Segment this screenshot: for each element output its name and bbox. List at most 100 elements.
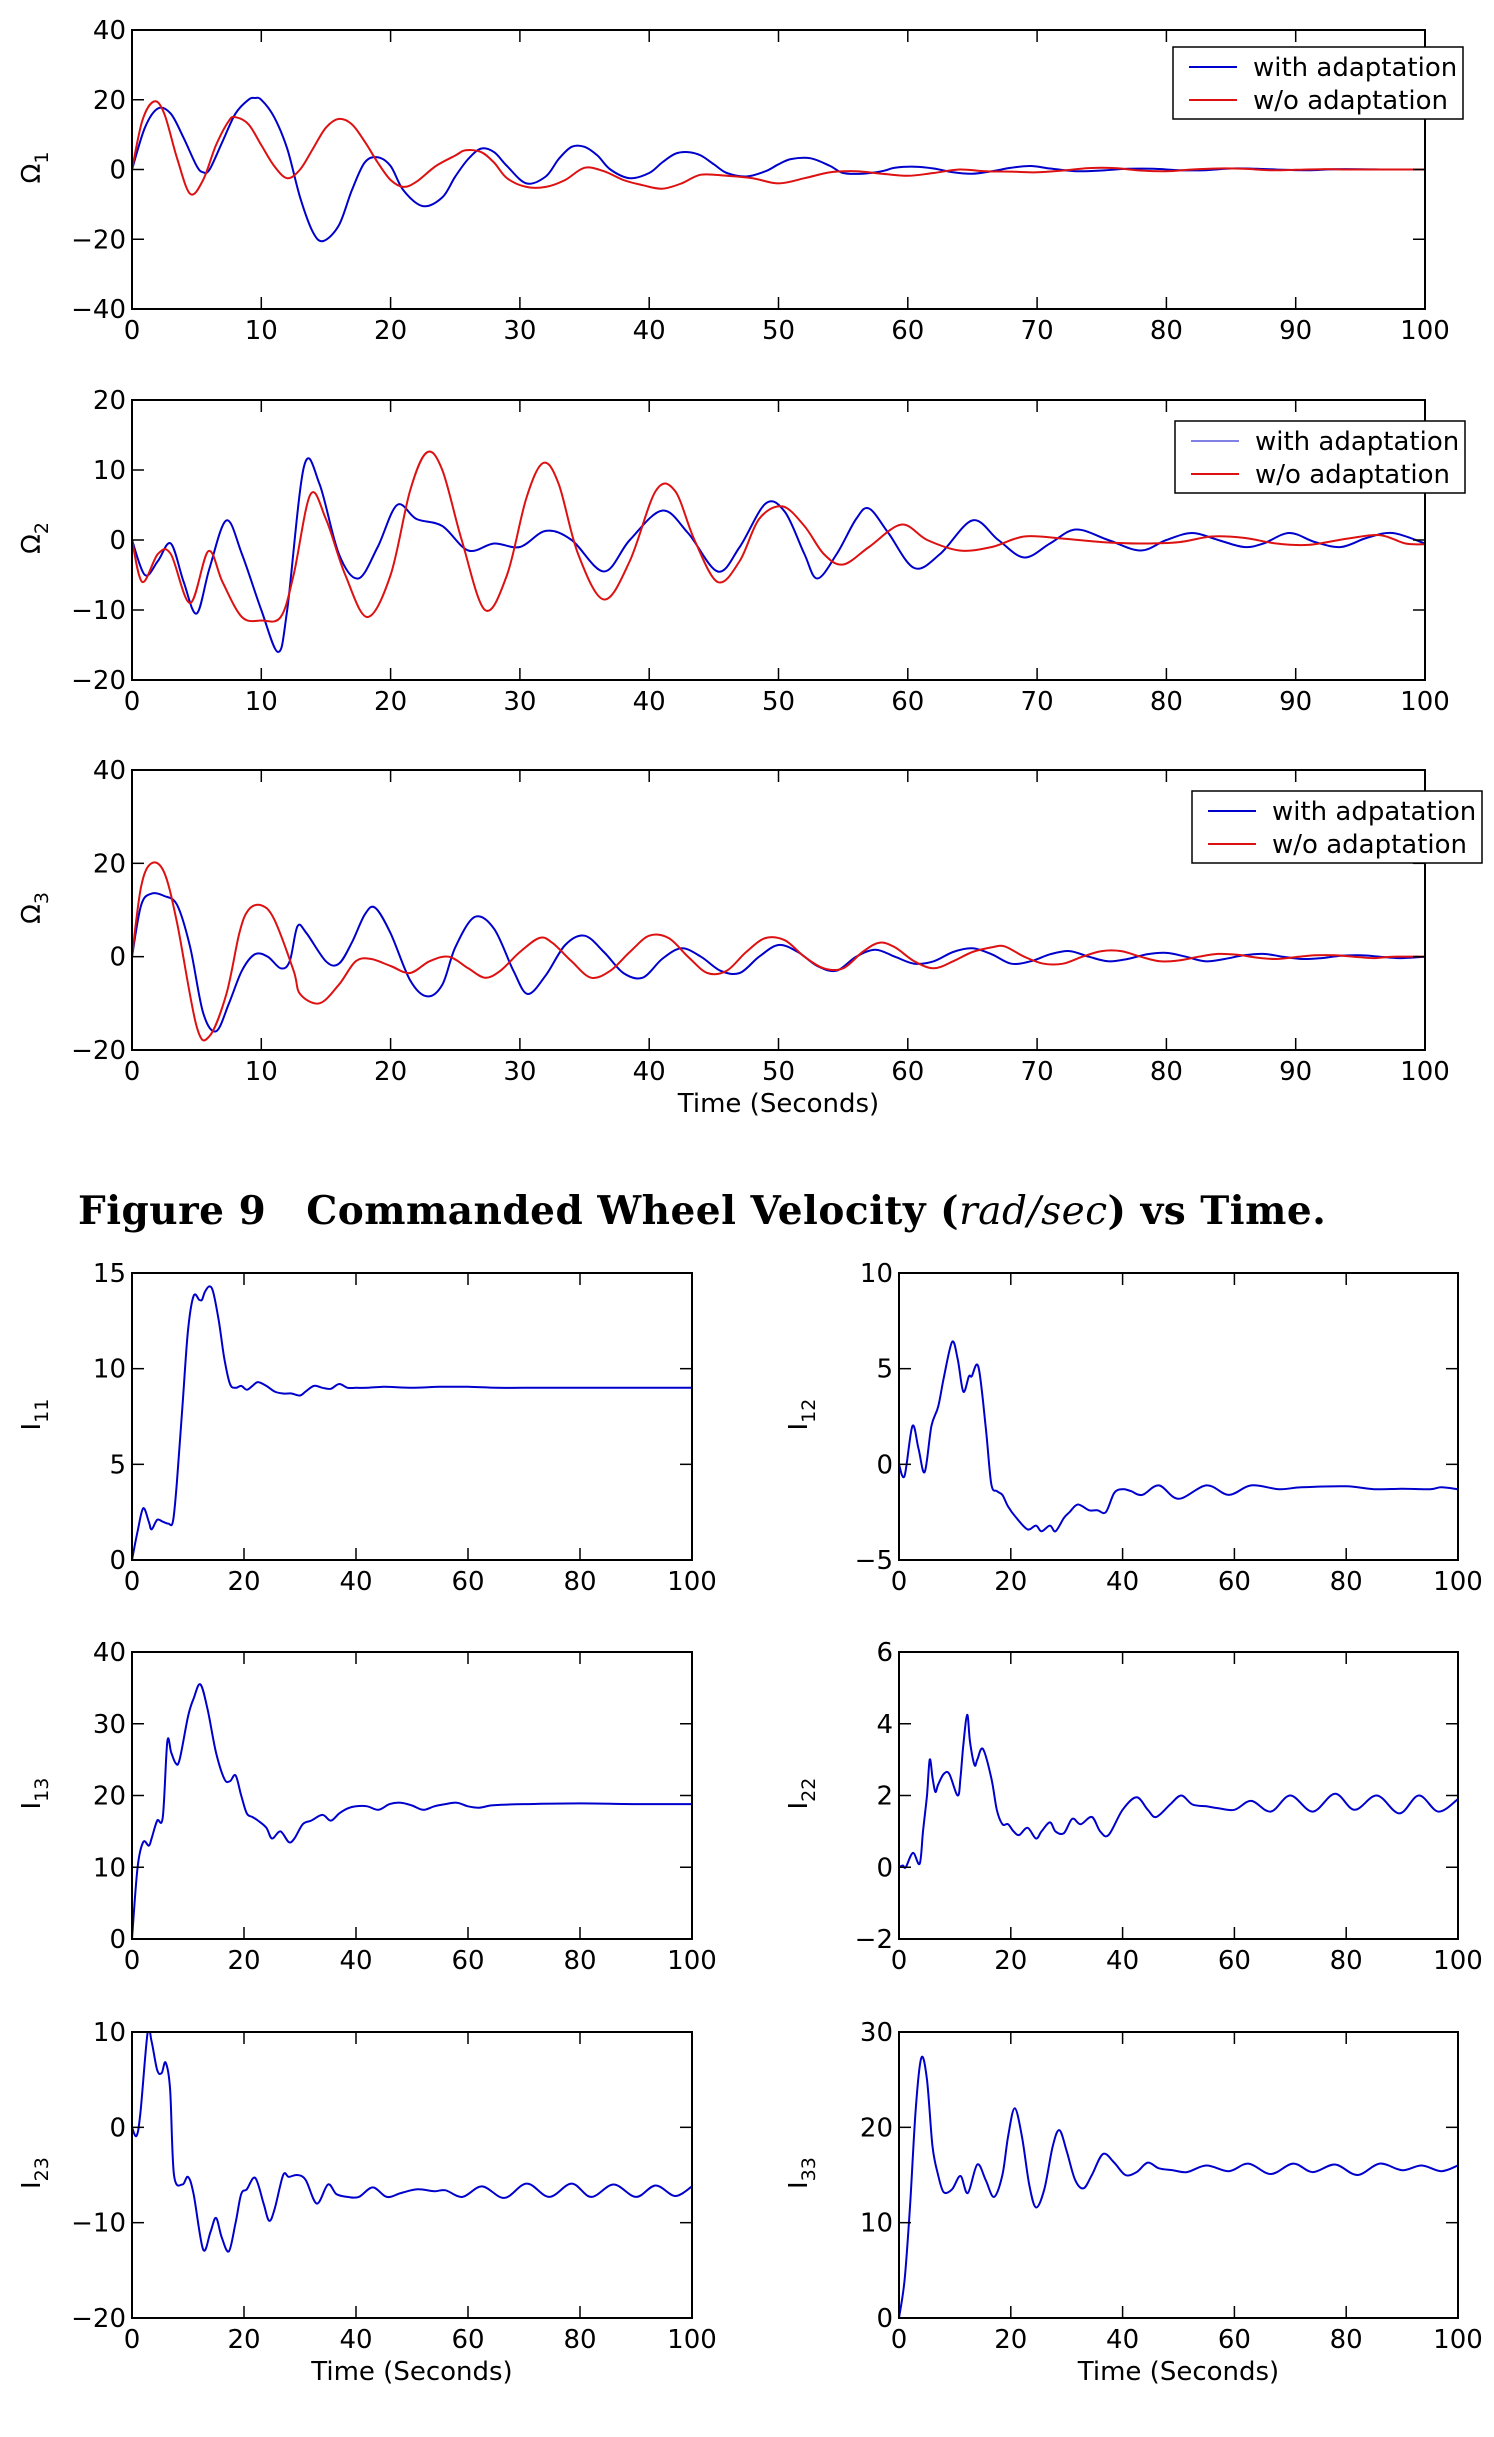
- x-tick-label: 30: [503, 687, 536, 717]
- axes-frame: [131, 1272, 693, 1561]
- y-tick-label: 4: [876, 1710, 893, 1740]
- x-tick-label: 0: [124, 316, 141, 346]
- series-line-I33-0: [899, 2055, 1458, 2318]
- y-tick-label: 20: [93, 86, 126, 116]
- caption-text-end: ) vs Time.: [1107, 1188, 1327, 1234]
- y-tick-label: 20: [93, 1782, 126, 1812]
- chart-omega2: 0 10 20 30 40 50 60 70 80 90 100 −20 −10 0 10 20 Ω2 with …: [17, 386, 1466, 717]
- x-tick-label: 80: [563, 1946, 596, 1976]
- x-tick-label: 100: [667, 2325, 717, 2355]
- y-axis-label-subscript: 22: [798, 1778, 820, 1802]
- x-tick-label: 10: [245, 1057, 278, 1087]
- y-axis-label-main: I: [17, 1802, 47, 1810]
- y-tick-label: 40: [93, 756, 126, 786]
- y-tick-label: 0: [109, 1925, 126, 1955]
- x-tick-label: 60: [1218, 2325, 1251, 2355]
- y-axis-label: I22: [784, 1778, 820, 1810]
- x-tick-label: 50: [762, 316, 795, 346]
- x-tick-label: 100: [667, 1567, 717, 1597]
- x-tick-label: 100: [1433, 1946, 1483, 1976]
- y-tick-label: 10: [93, 2018, 126, 2048]
- legend-box: [1174, 420, 1466, 494]
- x-tick-label: 100: [1400, 316, 1450, 346]
- y-axis-label: I12: [784, 1399, 820, 1431]
- y-axis-label-subscript: 11: [31, 1399, 53, 1423]
- x-tick-label: 0: [124, 687, 141, 717]
- x-tick-label: 0: [891, 1567, 908, 1597]
- y-tick-label: 10: [93, 1355, 126, 1385]
- x-tick-label: 60: [891, 1057, 924, 1087]
- x-axis-label: Time (Seconds): [1077, 2357, 1279, 2387]
- x-tick-label: 0: [891, 2325, 908, 2355]
- y-axis-label-subscript: 2: [31, 522, 53, 534]
- y-tick-label: 2: [876, 1782, 893, 1812]
- x-tick-label: 60: [451, 2325, 484, 2355]
- axes-frame: [131, 2031, 693, 2319]
- legend-label: with adaptation: [1253, 53, 1457, 83]
- chart-I11: 0 20 40 60 80 100 0 5 10 15 I11: [17, 1259, 717, 1597]
- x-tick-label: 0: [124, 2325, 141, 2355]
- y-tick-label: −5: [855, 1546, 893, 1576]
- y-axis-label: Ω3: [17, 892, 53, 924]
- y-tick-label: 20: [93, 849, 126, 879]
- y-axis-label-subscript: 23: [31, 2157, 53, 2181]
- y-axis-label-main: I: [784, 1423, 814, 1431]
- y-tick-label: 6: [876, 1638, 893, 1668]
- y-tick-label: 30: [860, 2018, 893, 2048]
- x-tick-label: 60: [451, 1567, 484, 1597]
- x-tick-label: 60: [891, 687, 924, 717]
- series-line-I22-0: [899, 1713, 1458, 1869]
- x-tick-label: 60: [1218, 1946, 1251, 1976]
- x-tick-label: 70: [1021, 687, 1054, 717]
- y-axis-label: I33: [784, 2157, 820, 2189]
- x-tick-label: 50: [762, 1057, 795, 1087]
- x-tick-label: 20: [227, 1567, 260, 1597]
- x-tick-label: 0: [124, 1057, 141, 1087]
- x-tick-label: 100: [1400, 1057, 1450, 1087]
- axes-frame: [898, 2031, 1459, 2319]
- series-line-omega1-1: [132, 100, 1425, 196]
- y-tick-label: −10: [71, 2209, 126, 2239]
- x-tick-label: 80: [1150, 316, 1183, 346]
- chart-I13: 0 20 40 60 80 100 0 10 20 30 40 I13: [17, 1638, 717, 1976]
- x-tick-label: 100: [667, 1946, 717, 1976]
- x-tick-label: 70: [1021, 1057, 1054, 1087]
- y-tick-label: 10: [860, 1259, 893, 1289]
- y-axis-label-main: Ω: [17, 534, 47, 554]
- x-tick-label: 30: [503, 1057, 536, 1087]
- y-axis-label: Ω2: [17, 522, 53, 554]
- x-tick-label: 80: [563, 2325, 596, 2355]
- series-line-I13-0: [132, 1683, 692, 1939]
- x-tick-label: 90: [1279, 1057, 1312, 1087]
- series-line-I23-0: [132, 2032, 692, 2253]
- x-tick-label: 40: [633, 1057, 666, 1087]
- y-axis-label-main: I: [784, 2181, 814, 2189]
- y-tick-label: 5: [109, 1450, 126, 1480]
- x-tick-label: 20: [374, 316, 407, 346]
- legend-label: w/o adaptation: [1253, 86, 1448, 116]
- figure-number: Figure 9: [78, 1188, 267, 1234]
- x-tick-label: 40: [339, 2325, 372, 2355]
- x-tick-label: 60: [1218, 1567, 1251, 1597]
- figure-caption: Figure 9 Commanded Wheel Velocity (rad/se…: [78, 1188, 1326, 1234]
- y-tick-label: 10: [93, 1853, 126, 1883]
- x-tick-label: 10: [245, 687, 278, 717]
- x-tick-label: 40: [633, 316, 666, 346]
- x-tick-label: 40: [1106, 2325, 1139, 2355]
- y-tick-label: 10: [93, 456, 126, 486]
- caption-text-start: Commanded Wheel Velocity (: [306, 1188, 960, 1234]
- x-tick-label: 80: [1330, 2325, 1363, 2355]
- y-tick-label: 0: [876, 1450, 893, 1480]
- x-tick-label: 80: [1330, 1567, 1363, 1597]
- x-tick-label: 100: [1433, 2325, 1483, 2355]
- x-tick-label: 80: [563, 1567, 596, 1597]
- x-tick-label: 80: [1150, 687, 1183, 717]
- x-tick-label: 0: [124, 1567, 141, 1597]
- legend-label: with adpatation: [1272, 797, 1476, 827]
- y-tick-label: −20: [71, 225, 126, 255]
- y-tick-label: −20: [71, 1036, 126, 1066]
